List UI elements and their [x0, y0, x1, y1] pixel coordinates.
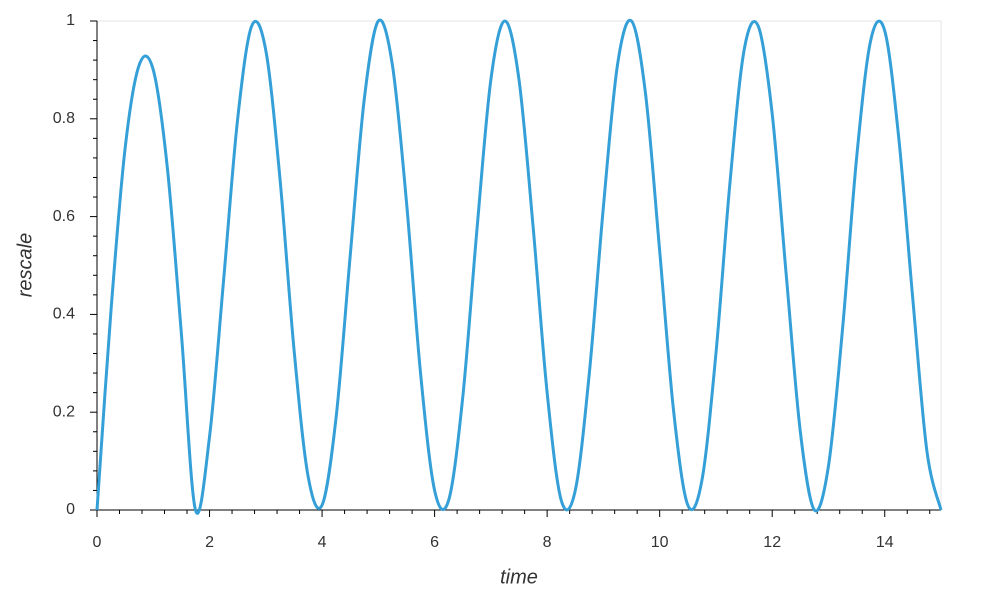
- x-tick-label: 12: [763, 534, 781, 551]
- y-tick-label: 1: [66, 12, 75, 29]
- line: [95, 18, 943, 515]
- y-tick-label: 0.6: [53, 208, 75, 225]
- y-tick-label: 0.8: [53, 110, 75, 127]
- x-tick-label: 2: [205, 534, 214, 551]
- x-axis-title: time: [500, 566, 538, 588]
- x-tick-label: 6: [430, 534, 439, 551]
- x-tick-label: 4: [318, 534, 327, 551]
- x-tick-label: 14: [876, 534, 894, 551]
- y-tick-label: 0.4: [53, 306, 75, 323]
- x-tick-label: 8: [543, 534, 552, 551]
- y-axis-title: rescale: [14, 233, 36, 297]
- y-tick-label: 0.2: [53, 403, 75, 420]
- x-tick-label: 10: [651, 534, 669, 551]
- y-tick-label: 0: [66, 501, 75, 518]
- x-tick-label: 0: [93, 534, 102, 551]
